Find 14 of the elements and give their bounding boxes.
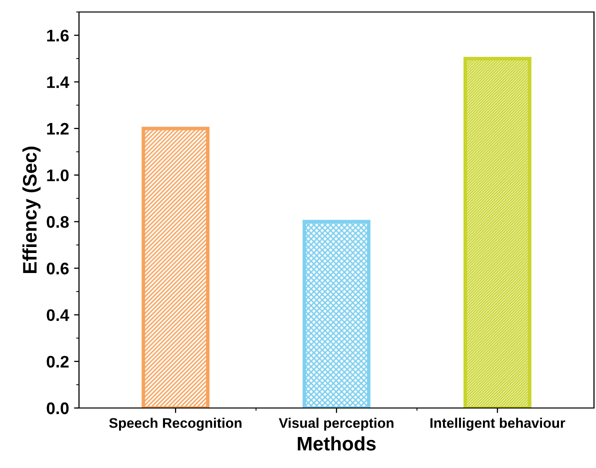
x-tick-label: Visual perception: [278, 418, 394, 431]
x-tick-label: Intelligent behaviour: [430, 418, 566, 431]
y-tick-label: 1.0: [47, 169, 69, 182]
y-tick-label: 1.4: [47, 76, 70, 88]
y-tick-label: 0.8: [46, 216, 69, 228]
y-tick-label: 0.0: [46, 402, 69, 414]
x-axis-title: Methods: [298, 436, 376, 451]
y-tick-label: 1.2: [47, 122, 69, 135]
x-tick-label: Speech Recognition: [109, 418, 242, 431]
y-axis-title: Effiency (Sec): [22, 146, 41, 273]
y-tick-label: 0.4: [46, 309, 70, 322]
y-tick-label: 1.6: [47, 30, 69, 42]
y-tick-label: 0.6: [46, 262, 69, 274]
y-tick-label: 0.2: [46, 356, 69, 368]
